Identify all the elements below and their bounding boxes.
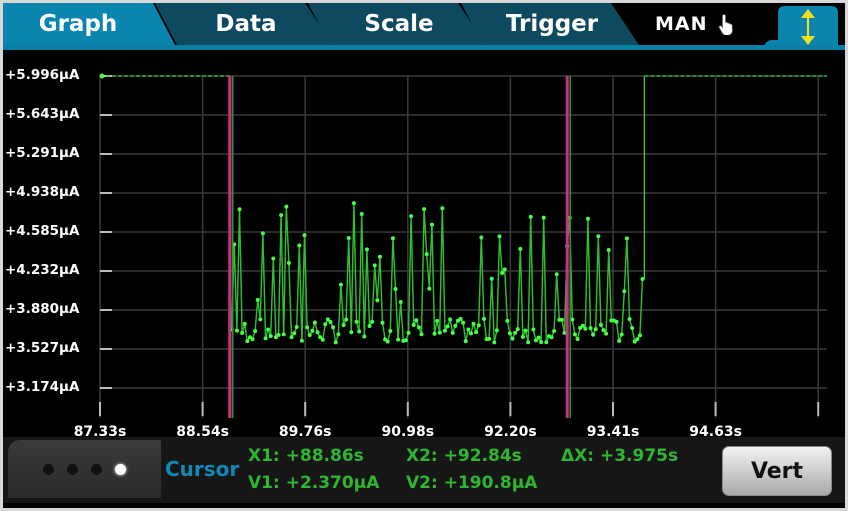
x-axis-label: 94.63s (689, 424, 742, 440)
trigger-mode-label: MAN (655, 13, 708, 35)
tab-trigger-label: Trigger (505, 11, 599, 37)
cursor-v2-readout: V2: +190.8µA (406, 473, 538, 493)
tab-scale[interactable]: Scale (308, 3, 486, 45)
tab-data-label: Data (215, 11, 277, 37)
tab-graph-label: Graph (38, 11, 118, 37)
tab-bar: Trigger Scale Data Graph MAN (3, 3, 845, 50)
bottom-bar: Cursor X1: +88.86s V1: +2.370µA X2: +92.… (3, 437, 845, 503)
x-axis-label: 88.54s (176, 424, 229, 440)
y-axis-label: +3.527µA (5, 340, 80, 356)
trigger-mode-button[interactable]: MAN (655, 3, 765, 45)
y-axis-label: +5.996µA (5, 67, 80, 83)
swipe-dot-2[interactable] (67, 463, 78, 475)
x-axis-label: 92.20s (484, 424, 537, 440)
y-axis-label: +5.643µA (5, 106, 80, 122)
y-axis-label: +4.232µA (5, 262, 80, 278)
x-axis-label: 87.33s (73, 424, 127, 440)
y-axis-label: +4.585µA (5, 223, 80, 239)
tab-scale-label: Scale (364, 11, 434, 37)
cursor-label: Cursor (165, 457, 240, 481)
tab-trigger[interactable]: Trigger (461, 3, 639, 45)
tab-data[interactable]: Data (155, 3, 333, 45)
instrument-screen: Trigger Scale Data Graph MAN (3, 3, 845, 508)
cursor-x2-readout: X2: +92.84s (406, 446, 522, 466)
swipe-dot-4-active[interactable] (115, 463, 126, 475)
y-axis-label: +4.938µA (5, 184, 80, 200)
x-axis-label: 93.41s (586, 424, 640, 440)
y-axis-label: +3.880µA (5, 301, 80, 317)
vert-cursor-button[interactable]: Vert (722, 446, 832, 496)
tab-graph[interactable]: Graph (3, 3, 175, 45)
y-axis-label: +3.174µA (5, 379, 80, 395)
swipe-screen-toggle[interactable] (764, 6, 838, 48)
graph-area[interactable]: +5.996µA +5.643µA +5.291µA +4.938µA +4.585µA… (3, 50, 845, 440)
y-axis-label: +5.291µA (5, 145, 80, 161)
chart-canvas[interactable] (3, 50, 845, 435)
swipe-screen-selector[interactable] (8, 440, 161, 498)
vertical-arrows-icon (801, 9, 815, 45)
tab-accent-strip (3, 45, 845, 50)
x-axis-label: 90.98s (381, 424, 435, 440)
cursor-v1-readout: V1: +2.370µA (248, 473, 380, 493)
hand-pointer-icon (718, 14, 733, 35)
swipe-dot-1[interactable] (43, 463, 54, 475)
cursor-x1-readout: X1: +88.86s (248, 446, 364, 466)
cursor-delta-x-readout: ΔX: +3.975s (561, 446, 679, 466)
swipe-dot-3[interactable] (91, 463, 102, 475)
x-axis-label: 89.76s (278, 424, 332, 440)
